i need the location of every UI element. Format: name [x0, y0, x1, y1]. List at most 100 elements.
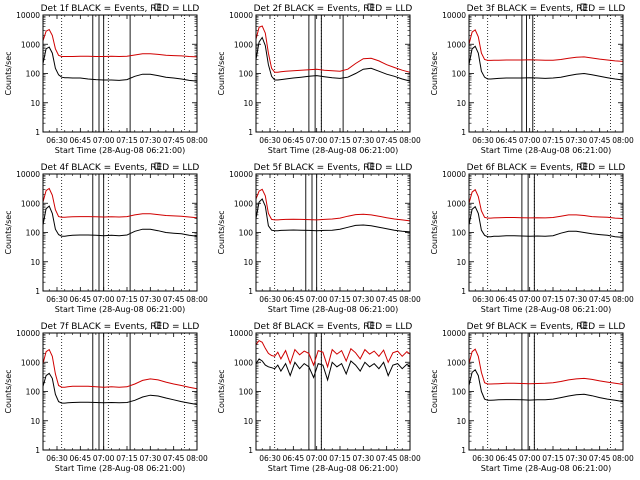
x-tick-label: 07:15 — [542, 136, 564, 145]
y-tick-label: 100 — [239, 388, 254, 397]
x-tick-label: 07:30 — [140, 454, 162, 463]
x-tick-label: 07:30 — [140, 136, 162, 145]
y-tick-label: 10000 — [16, 170, 40, 179]
x-tick-label: 06:30 — [472, 136, 494, 145]
x-tick-label: 06:45 — [496, 136, 518, 145]
events-series-line — [255, 358, 411, 382]
y-tick-label: 10000 — [442, 11, 466, 20]
x-tick-label: 07:45 — [376, 454, 398, 463]
x-tick-label: 08:00 — [186, 295, 208, 304]
panel-title: Det 2f BLACK = Events, RED = LLD — [254, 4, 413, 14]
panel-1: Det 1f BLACK = Events, RED = LLD Counts/s… — [4, 3, 208, 155]
x-tick-label: 07:45 — [163, 136, 185, 145]
x-tick-label: 07:15 — [116, 295, 138, 304]
x-tick-label: 08:00 — [186, 454, 208, 463]
plot-frame — [468, 14, 624, 133]
panel-title: Det 8f BLACK = Events, RED = LLD — [254, 322, 413, 332]
legend-swatch — [580, 321, 587, 329]
x-tick-label: 07:15 — [329, 454, 351, 463]
y-tick-label: 1000 — [234, 358, 253, 367]
x-tick-label: 07:30 — [566, 136, 588, 145]
panel-title: Det 3f BLACK = Events, RED = LLD — [467, 4, 626, 14]
lld-series-line — [42, 187, 198, 219]
legend-swatch — [154, 321, 161, 329]
y-axis-label: Counts/sec — [4, 369, 13, 413]
x-tick-label: 07:00 — [93, 454, 115, 463]
y-tick-label: 10 — [30, 258, 40, 267]
plot-frame — [255, 332, 411, 451]
y-tick-label: 1 — [35, 446, 40, 455]
y-tick-label: 1 — [461, 287, 466, 296]
x-tick-label: 06:45 — [496, 454, 518, 463]
x-axis-label: Start Time (28-Aug-08 06:21:00) — [481, 305, 612, 314]
y-tick-label: 10000 — [16, 329, 40, 338]
panel-4: Det 4f BLACK = Events, RED = LLD Counts/s… — [4, 162, 208, 314]
y-tick-label: 10000 — [229, 170, 253, 179]
y-tick-label: 100 — [452, 388, 467, 397]
y-tick-label: 10 — [30, 417, 40, 426]
y-tick-label: 1 — [248, 287, 253, 296]
x-axis-label: Start Time (28-Aug-08 06:21:00) — [481, 146, 612, 155]
panel-title: Det 1f BLACK = Events, RED = LLD — [41, 4, 200, 14]
x-tick-label: 07:45 — [163, 295, 185, 304]
panel-9: Det 9f BLACK = Events, RED = LLD Counts/s… — [430, 321, 634, 473]
events-series-line — [468, 369, 624, 403]
x-axis-label: Start Time (28-Aug-08 06:21:00) — [481, 464, 612, 473]
x-tick-label: 07:15 — [116, 136, 138, 145]
lld-series-line — [468, 188, 624, 219]
x-axis-label: Start Time (28-Aug-08 06:21:00) — [55, 146, 186, 155]
panel-title: Det 7f BLACK = Events, RED = LLD — [41, 322, 200, 332]
x-tick-label: 08:00 — [612, 454, 634, 463]
plot-frame — [468, 173, 624, 292]
plot-frame — [42, 332, 198, 451]
x-tick-label: 07:30 — [353, 136, 375, 145]
y-tick-label: 1 — [461, 128, 466, 137]
y-tick-label: 10000 — [229, 329, 253, 338]
x-tick-label: 07:30 — [566, 454, 588, 463]
x-tick-label: 07:30 — [140, 295, 162, 304]
x-tick-label: 07:30 — [353, 454, 375, 463]
x-tick-label: 07:00 — [519, 136, 541, 145]
y-tick-label: 10000 — [442, 329, 466, 338]
lld-series-line — [255, 339, 411, 369]
x-axis-label: Start Time (28-Aug-08 06:21:00) — [55, 464, 186, 473]
x-tick-label: 06:45 — [283, 136, 305, 145]
x-tick-label: 07:30 — [353, 295, 375, 304]
y-tick-label: 1 — [35, 128, 40, 137]
y-tick-label: 10 — [243, 417, 253, 426]
x-tick-label: 07:15 — [116, 454, 138, 463]
x-tick-label: 08:00 — [399, 295, 421, 304]
x-axis-label: Start Time (28-Aug-08 06:21:00) — [55, 305, 186, 314]
x-tick-label: 07:00 — [93, 136, 115, 145]
plot-frame — [42, 14, 198, 133]
y-axis-label: Counts/sec — [217, 369, 226, 413]
events-series-line — [468, 45, 624, 81]
y-tick-label: 1000 — [447, 358, 466, 367]
x-tick-label: 06:45 — [496, 295, 518, 304]
lld-series-line — [468, 348, 624, 385]
y-tick-label: 100 — [26, 70, 41, 79]
y-tick-label: 1 — [461, 446, 466, 455]
x-tick-label: 07:30 — [566, 295, 588, 304]
y-tick-label: 100 — [239, 229, 254, 238]
panel-title: Det 4f BLACK = Events, RED = LLD — [41, 163, 200, 173]
x-tick-label: 06:30 — [472, 454, 494, 463]
y-tick-label: 10 — [456, 99, 466, 108]
y-tick-label: 10 — [243, 99, 253, 108]
y-tick-label: 10000 — [229, 11, 253, 20]
y-tick-label: 1000 — [21, 199, 40, 208]
plot-frame — [468, 332, 624, 451]
panel-title: Det 6f BLACK = Events, RED = LLD — [467, 163, 626, 173]
panel-7: Det 7f BLACK = Events, RED = LLD Counts/s… — [4, 321, 208, 473]
plot-frame — [255, 14, 411, 133]
y-tick-label: 1000 — [21, 40, 40, 49]
x-tick-label: 07:00 — [306, 454, 328, 463]
lld-series-line — [42, 348, 198, 390]
x-tick-label: 07:45 — [376, 295, 398, 304]
y-tick-label: 10 — [243, 258, 253, 267]
y-tick-label: 100 — [239, 70, 254, 79]
y-tick-label: 1 — [248, 446, 253, 455]
x-tick-label: 06:30 — [259, 454, 281, 463]
legend-swatch — [367, 162, 374, 170]
x-tick-label: 07:45 — [163, 454, 185, 463]
